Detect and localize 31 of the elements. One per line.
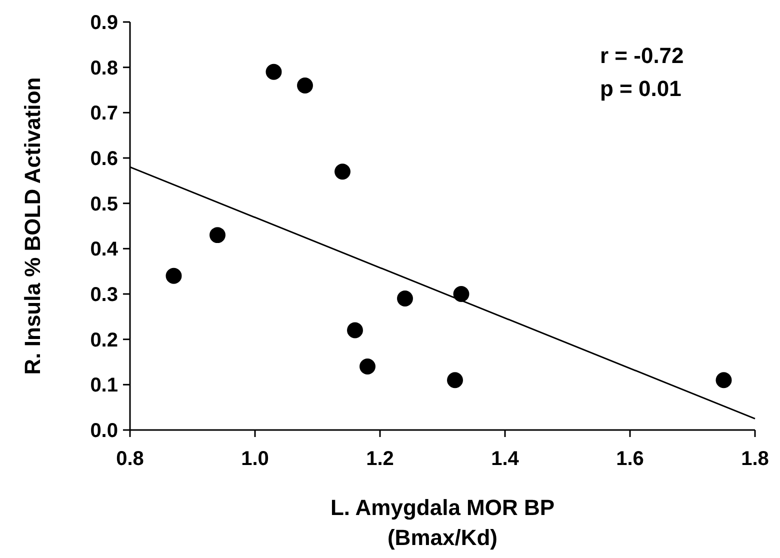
point [397, 290, 413, 306]
y-tick-label: 0.9 [90, 12, 118, 34]
point [347, 322, 363, 338]
x-axis-title: L. Amygdala MOR BP (Bmax/Kd) [330, 495, 555, 550]
x-tick-label: 0.8 [116, 448, 144, 470]
y-tick-label: 0.5 [90, 193, 118, 216]
point [266, 64, 282, 80]
y-tick-label: 0.7 [90, 102, 118, 125]
y-tick-label: 0.6 [90, 148, 118, 170]
x-tick-label: 1.6 [616, 448, 644, 470]
y-tick-label: 0.1 [90, 374, 118, 397]
x-tick-label: 1.8 [741, 448, 769, 470]
y-tick-label: 0.8 [90, 57, 118, 80]
y-axis-title: R. Insula % BOLD Activation [20, 77, 45, 375]
point [334, 164, 350, 180]
annotation: p = 0.01 [600, 76, 682, 101]
x-tick-label: 1.2 [366, 448, 394, 470]
point [297, 78, 313, 94]
point [447, 372, 463, 388]
point [453, 286, 470, 302]
annotation: r = -0.72 [600, 43, 684, 68]
point [360, 358, 376, 374]
y-tick-label: 0.2 [90, 329, 118, 352]
point [210, 227, 226, 244]
y-tick-label: 0.4 [90, 238, 119, 261]
point [166, 268, 182, 284]
point [716, 372, 732, 388]
y-tick-label: 0.0 [90, 420, 118, 442]
y-tick-label: 0.3 [90, 284, 118, 306]
x-tick-label: 1.4 [491, 448, 520, 470]
x-tick-label: 1.0 [241, 448, 269, 470]
